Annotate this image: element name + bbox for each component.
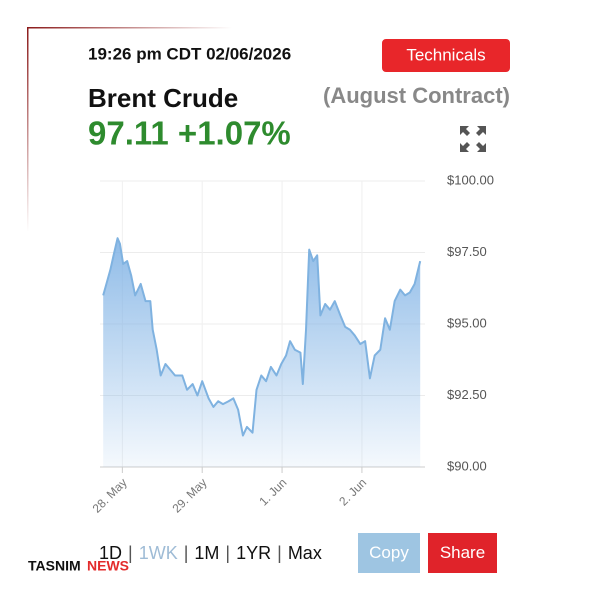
copy-button[interactable]: Copy: [358, 533, 420, 573]
y-tick-label: $90.00: [447, 458, 487, 473]
range[interactable]: 1WK: [138, 543, 178, 563]
timestamp: 19:26 pm CDT 02/06/2026: [88, 44, 291, 63]
range[interactable]: 1D: [99, 543, 123, 563]
logo-name: TASNIM: [28, 558, 81, 574]
y-tick-label: $97.50: [447, 244, 487, 259]
logo-suffix: NEWS: [87, 558, 129, 574]
line: [102, 237, 422, 437]
separator: |: [183, 543, 189, 563]
frame-edge: [27, 27, 232, 29]
y-tick-label: $100.00: [447, 172, 494, 187]
x-tick-label: 2. Jun: [336, 475, 369, 508]
separator: |: [128, 543, 133, 563]
range[interactable]: Max: [287, 543, 322, 563]
range[interactable]: 1YR: [236, 543, 272, 563]
separator: |: [277, 543, 282, 563]
range[interactable]: 1M: [194, 543, 220, 563]
expand-icon[interactable]: [460, 126, 486, 152]
area: [103, 238, 421, 467]
x-tick-label: 28. May: [90, 475, 130, 515]
y-tick-label: $92.50: [447, 387, 487, 402]
technicals-label[interactable]: Technicals: [406, 45, 485, 64]
frame-edge: [27, 27, 29, 232]
separator: |: [225, 543, 231, 563]
x-tick-label: 29. May: [169, 475, 209, 515]
range-selector: 1D | 1WK | 1M | 1YR | Max: [99, 543, 322, 564]
y-tick-label: $95.00: [447, 315, 487, 330]
price-chart: $90.00 $92.50 $95.00 $97.50 $100.00 28. May 29…: [90, 172, 494, 515]
share-button[interactable]: Share: [428, 533, 497, 573]
contract: (August Contract): [323, 83, 510, 108]
x-tick-label: 1. Jun: [256, 475, 289, 508]
technicals-button[interactable]: [382, 39, 510, 72]
instrument: Brent Crude: [88, 83, 238, 113]
quote: 97.11 +1.07%: [88, 115, 291, 152]
